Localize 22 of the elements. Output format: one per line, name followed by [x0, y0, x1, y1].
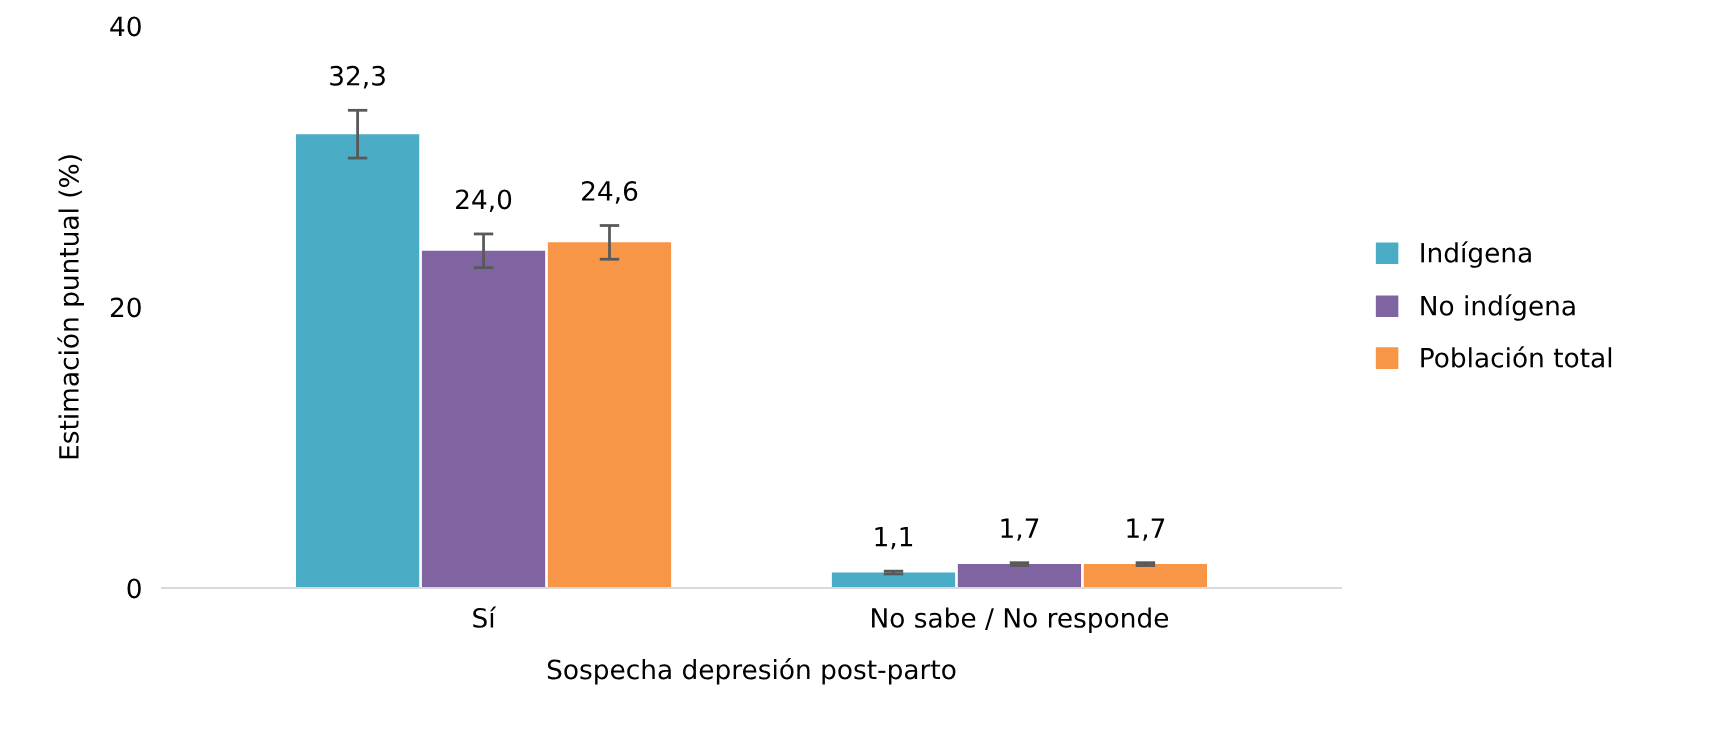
bar — [831, 572, 956, 588]
bar — [421, 250, 546, 588]
legend-label: No indígena — [1421, 294, 1575, 321]
x-tick-label: Sí — [473, 606, 497, 628]
data-label: 1,7 — [1001, 518, 1039, 541]
legend-label: Población total — [1421, 346, 1612, 368]
data-label: 24,0 — [456, 189, 512, 213]
data-label: 24,6 — [582, 180, 638, 204]
data-label: 32,3 — [330, 65, 385, 89]
bar — [295, 134, 420, 588]
y-tick-label: 0 — [127, 578, 141, 599]
data-label: 1,1 — [875, 526, 913, 550]
y-tick-label: 40 — [110, 16, 141, 37]
bar — [1083, 564, 1208, 588]
x-axis-title: Sospecha depresión post-parto — [547, 657, 956, 685]
y-tick-label: 20 — [110, 297, 141, 318]
bar — [547, 242, 672, 588]
bar — [957, 564, 1082, 588]
y-axis-title: Estimación puntual (%) — [57, 155, 84, 459]
legend-label: Indígena — [1421, 241, 1531, 268]
x-tick-label: No sabe / No responde — [872, 607, 1169, 633]
data-label: 1,7 — [1127, 518, 1165, 541]
